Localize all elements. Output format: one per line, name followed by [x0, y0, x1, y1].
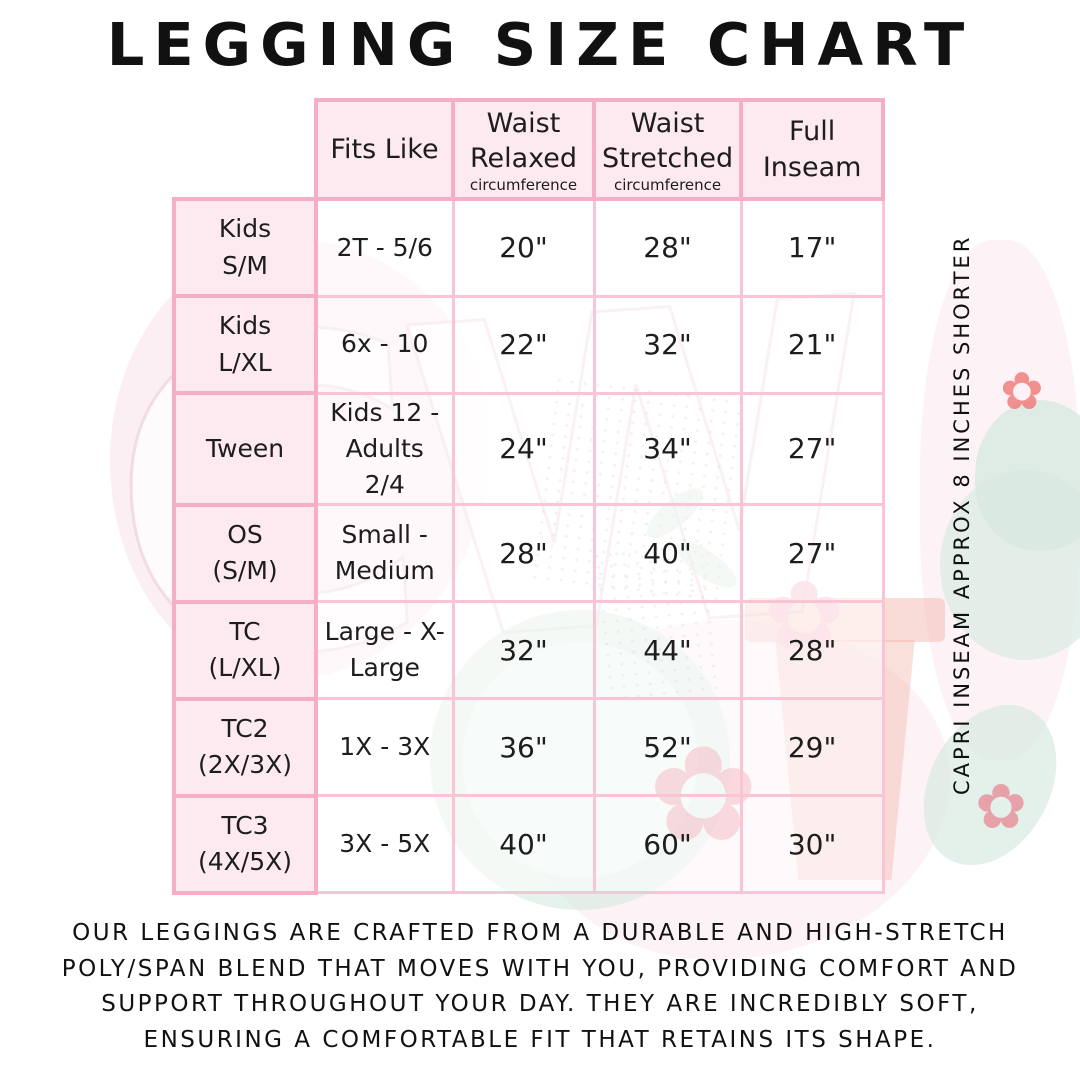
cell-text: 2T - 5/6 [336, 232, 433, 262]
column-header-waist-relaxed: Waist Relaxed circumference [451, 98, 596, 201]
waist-relaxed-cell: 28" [451, 503, 596, 604]
full-inseam-cell: 29" [739, 697, 885, 798]
cell-text: TC (L/XL) [208, 617, 282, 683]
watermark-cactus-flower-icon: ✿ [1000, 362, 1044, 422]
cell-text: 6x - 10 [341, 329, 429, 359]
waist-relaxed-cell: 40" [451, 794, 596, 895]
table-row: Kids S/M 2T - 5/6 20" 28" 17" [172, 197, 885, 298]
product-description: OUR LEGGINGS ARE CRAFTED FROM A DURABLE … [61, 920, 1019, 1053]
capri-inseam-note: CAPRI INSEAM APPROX 8 INCHES SHORTER [950, 234, 974, 796]
row-size-label: Kids L/XL [172, 294, 318, 395]
fits-like-cell: 6x - 10 [314, 294, 455, 395]
column-header-subtext: circumference [613, 175, 722, 194]
row-size-label: TC3 (4X/5X) [172, 793, 318, 895]
cell-text: Kids 12 - Adults 2/4 [330, 397, 440, 500]
row-size-label: TC (L/XL) [172, 599, 318, 701]
column-header-full-inseam: Full Inseam [739, 98, 886, 201]
size-table: Fits Like Waist Relaxed circumference Wa… [172, 98, 886, 895]
table-row: Kids L/XL 6x - 10 22" 32" 21" [172, 294, 885, 395]
corner-cell [174, 100, 316, 199]
fits-like-cell: 2T - 5/6 [314, 197, 455, 298]
table-row: Tween Kids 12 - Adults 2/4 24" 34" 27" [172, 391, 885, 507]
full-inseam-cell: 30" [739, 794, 885, 895]
fits-like-cell: Kids 12 - Adults 2/4 [314, 391, 455, 507]
waist-relaxed-cell: 20" [451, 197, 596, 298]
column-header-subtext: circumference [469, 175, 578, 194]
table-row: TC (L/XL) Large - X-Large 32" 44" 28" [172, 599, 885, 701]
waist-relaxed-cell: 22" [451, 294, 596, 395]
column-header-label: Waist Stretched [602, 107, 734, 174]
waist-stretched-cell: 52" [592, 697, 743, 798]
cell-text: Kids S/M [218, 214, 272, 280]
row-size-label: Kids S/M [172, 197, 318, 298]
fits-like-cell: Small - Medium [314, 503, 455, 604]
waist-stretched-cell: 32" [592, 294, 743, 395]
row-size-label: OS (S/M) [172, 502, 318, 604]
header-row: Fits Like Waist Relaxed circumference Wa… [174, 98, 886, 201]
waist-relaxed-cell: 32" [451, 600, 596, 701]
column-header-label: Waist Relaxed [469, 107, 578, 174]
cell-text: Kids L/XL [218, 311, 272, 377]
full-inseam-cell: 21" [739, 294, 885, 395]
full-inseam-cell: 28" [739, 600, 885, 701]
cell-text: Tween [205, 433, 285, 463]
table-row: OS (S/M) Small - Medium 28" 40" 27" [172, 502, 885, 604]
waist-relaxed-cell: 24" [451, 391, 596, 507]
table-row: TC2 (2X/3X) 1X - 3X 36" 52" 29" [172, 696, 885, 798]
waist-stretched-cell: 28" [592, 197, 743, 298]
waist-stretched-cell: 44" [592, 600, 743, 701]
cell-text: Large - X-Large [324, 617, 445, 683]
table-row: TC3 (4X/5X) 3X - 5X 40" 60" 30" [172, 793, 885, 895]
cell-text: TC2 (2X/3X) [198, 714, 292, 780]
fits-like-cell: 1X - 3X [314, 697, 455, 798]
cell-text: TC3 (4X/5X) [198, 811, 292, 877]
full-inseam-cell: 27" [739, 391, 885, 507]
column-header-fits-like: Fits Like [314, 98, 455, 201]
fits-like-cell: 3X - 5X [314, 794, 455, 895]
waist-relaxed-cell: 36" [451, 697, 596, 798]
full-inseam-cell: 17" [739, 197, 885, 298]
fits-like-cell: Large - X-Large [314, 600, 455, 701]
waist-stretched-cell: 34" [592, 391, 743, 507]
cell-text: 1X - 3X [339, 732, 431, 762]
column-header-waist-stretched: Waist Stretched circumference [591, 98, 744, 201]
page-title: LEGGING SIZE CHART [106, 10, 974, 79]
full-inseam-cell: 27" [739, 503, 885, 604]
waist-stretched-cell: 60" [592, 794, 743, 895]
cell-text: 3X - 5X [339, 829, 431, 859]
cell-text: OS (S/M) [212, 520, 278, 586]
cell-text: Small - Medium [334, 520, 435, 586]
column-header-label: Fits Like [330, 133, 439, 165]
waist-stretched-cell: 40" [592, 503, 743, 604]
row-size-label: Tween [172, 391, 318, 507]
column-header-label: Full Inseam [762, 116, 862, 183]
row-size-label: TC2 (2X/3X) [172, 696, 318, 798]
